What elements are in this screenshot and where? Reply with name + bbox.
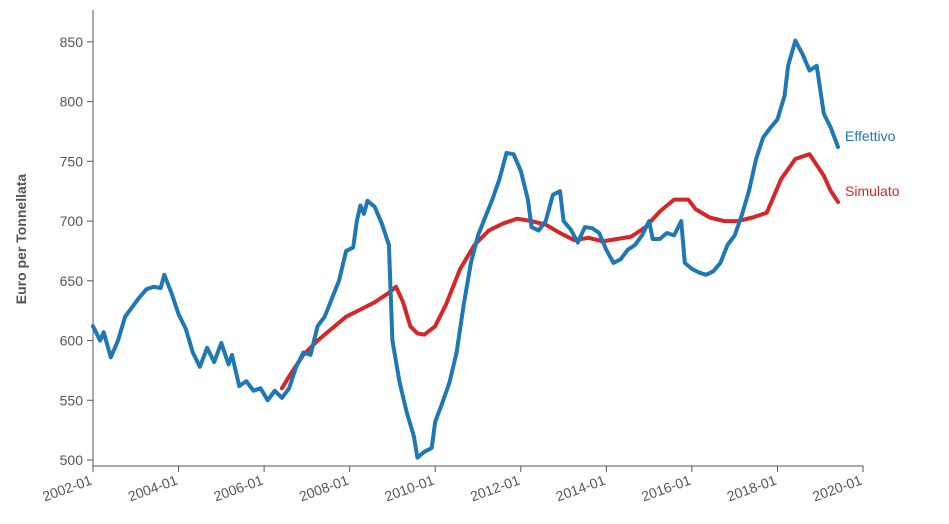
y-tick-label: 850 xyxy=(60,34,84,50)
series-labels: Simulato Effettivo xyxy=(845,128,900,199)
series-label-simulato: Simulato xyxy=(845,183,900,199)
x-tick-label: 2012-01 xyxy=(468,472,522,505)
y-tick-label: 700 xyxy=(60,213,84,229)
y-tick-label: 750 xyxy=(60,153,84,169)
x-tick-label: 2010-01 xyxy=(382,472,436,505)
x-tick-label: 2002-01 xyxy=(40,472,94,505)
y-axis-title: Euro per Tonnellata xyxy=(13,174,29,305)
series-line-effettivo xyxy=(91,38,840,460)
series-lines xyxy=(91,38,840,460)
x-tick-label: 2018-01 xyxy=(725,472,779,505)
x-axis-ticks: 2002-01 2004-01 2006-01 2008-01 2010-01 2012-… xyxy=(40,466,864,504)
y-tick-label: 800 xyxy=(60,94,84,110)
y-axis-ticks: 500 550 600 650 700 750 800 850 xyxy=(60,34,93,468)
y-tick-label: 500 xyxy=(60,452,84,468)
y-tick-label: 650 xyxy=(60,273,84,289)
axes xyxy=(92,10,863,467)
x-tick-label: 2016-01 xyxy=(639,472,693,505)
x-tick-label: 2020-01 xyxy=(810,472,864,505)
x-tick-label: 2004-01 xyxy=(126,472,180,505)
y-tick-label: 600 xyxy=(60,333,84,349)
x-tick-label: 2008-01 xyxy=(297,472,351,505)
x-tick-label: 2006-01 xyxy=(211,472,265,505)
series-line-simulato xyxy=(279,152,840,391)
x-tick-label: 2014-01 xyxy=(554,472,608,505)
y-tick-label: 550 xyxy=(60,392,84,408)
series-label-effettivo: Effettivo xyxy=(845,128,896,144)
